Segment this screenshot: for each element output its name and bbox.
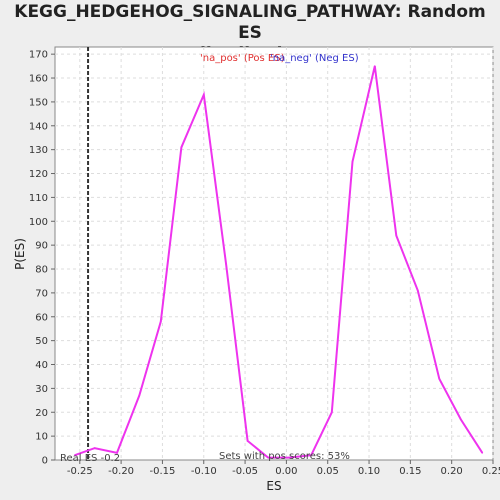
- series-point: [459, 418, 462, 421]
- series-point: [351, 160, 354, 163]
- y-axis-ticks: 0 10 20 30 40 50 60 70 80 90 100 110 120 130 140 150 160…: [29, 50, 55, 467]
- series-point: [202, 93, 205, 96]
- x-tick-label: 0.15: [399, 466, 421, 477]
- y-tick-label: 100: [29, 217, 48, 228]
- x-tick-label: -0.05: [232, 466, 258, 477]
- series-points: [74, 65, 484, 459]
- y-tick-label: 150: [29, 97, 48, 108]
- y-tick-label: 110: [29, 193, 48, 204]
- series-point: [395, 234, 398, 237]
- legend-neg-label: 'na_neg' (Neg ES): [270, 53, 359, 64]
- x-tick-label: -0.15: [149, 466, 175, 477]
- pos-scores-annotation: Sets with pos scores: 53%: [219, 451, 350, 462]
- series-point: [159, 320, 162, 323]
- series-point: [481, 452, 484, 454]
- series-point: [225, 263, 227, 266]
- plot-area: [54, 46, 494, 461]
- series-point: [180, 146, 183, 149]
- series-point: [246, 440, 249, 442]
- x-tick-label: 0.05: [317, 466, 339, 477]
- series-point: [416, 289, 419, 292]
- y-tick-label: 40: [35, 360, 48, 371]
- y-tick-label: 10: [35, 432, 48, 443]
- y-tick-label: 70: [35, 288, 48, 299]
- series-point: [310, 454, 312, 457]
- y-tick-label: 170: [29, 50, 48, 61]
- y-tick-label: 90: [35, 241, 48, 252]
- grid-lines: [55, 47, 494, 460]
- y-tick-label: 0: [42, 456, 48, 467]
- series-point: [74, 454, 76, 457]
- series-point: [288, 456, 290, 459]
- y-tick-label: 80: [35, 265, 48, 276]
- x-tick-label: 0.20: [441, 466, 463, 477]
- y-tick-label: 60: [35, 312, 48, 323]
- legend-pos-label: 'na_pos' (Pos ES): [200, 53, 285, 64]
- series-point: [138, 394, 141, 397]
- series-point: [331, 411, 333, 414]
- x-tick-label: -0.25: [67, 466, 93, 477]
- x-axis-ticks: -0.25 -0.20 -0.15 -0.10 -0.05 0.00 0.05 0.10 0.1…: [67, 460, 500, 477]
- y-tick-label: 120: [29, 169, 48, 180]
- y-tick-label: 50: [35, 336, 48, 347]
- series-point: [267, 456, 270, 459]
- series-point: [438, 378, 441, 380]
- series-point: [374, 65, 376, 67]
- x-axis-label: ES: [266, 479, 281, 493]
- y-tick-label: 140: [29, 121, 48, 132]
- x-tick-label: 0.10: [358, 466, 380, 477]
- y-tick-label: 30: [35, 384, 48, 395]
- x-tick-label: -0.20: [108, 466, 134, 477]
- real-es-annotation: Real ES -0.2: [60, 453, 120, 464]
- y-tick-label: 160: [29, 74, 48, 85]
- x-tick-label: 0.25: [482, 466, 500, 477]
- y-axis-label: P(ES): [13, 238, 27, 270]
- series-point: [93, 447, 96, 449]
- y-tick-label: 130: [29, 145, 48, 156]
- x-tick-label: 0.00: [275, 466, 297, 477]
- chart-title-line1: KEGG_HEDGEHOG_SIGNALING_PATHWAY: Random …: [14, 2, 486, 43]
- series-line: [74, 65, 484, 459]
- y-tick-label: 20: [35, 408, 48, 419]
- x-tick-label: -0.10: [191, 466, 217, 477]
- series-point: [116, 452, 118, 454]
